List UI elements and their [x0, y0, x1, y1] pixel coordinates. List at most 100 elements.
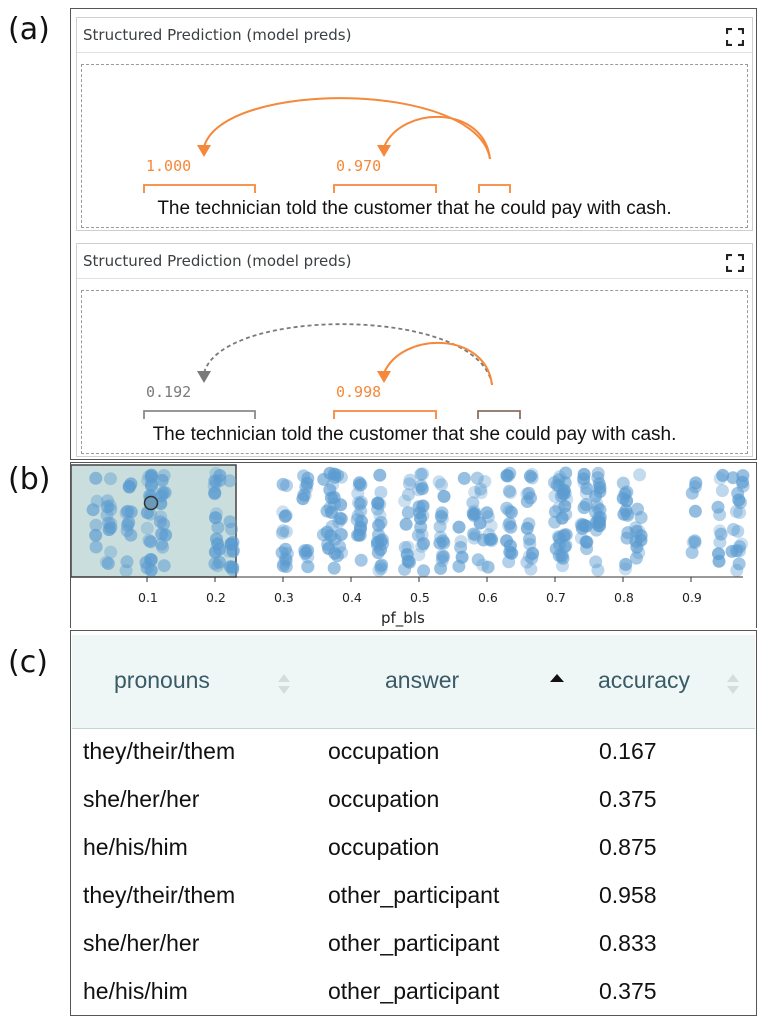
scatter-point	[157, 517, 171, 531]
scatter-point	[276, 505, 290, 519]
scatter-point	[468, 485, 482, 499]
scatter-point	[417, 537, 430, 551]
scatter-point	[688, 534, 702, 548]
scatter-point	[159, 528, 173, 542]
scatter-point	[414, 467, 428, 481]
scatter-point	[122, 516, 136, 529]
prediction-canvas: 1.000 0.970 The technician told the cust…	[81, 64, 748, 228]
scatter-point	[100, 500, 114, 514]
scatter-point	[354, 553, 368, 567]
table-row[interactable]: she/her/her occupation 0.375	[71, 778, 756, 826]
scatter-point	[474, 482, 488, 496]
selected-point	[143, 495, 159, 511]
structured-prediction-frame: Structured Prediction (model preds) 1.00…	[70, 8, 757, 460]
scatter-point	[213, 469, 227, 482]
sort-icon[interactable]	[726, 671, 740, 697]
scatter-point	[401, 540, 415, 554]
scatter-point	[208, 487, 222, 501]
scatter-point	[354, 478, 368, 492]
scatter-point	[556, 559, 569, 573]
scatter-point	[579, 498, 593, 511]
scatter-point	[276, 477, 290, 491]
scatter-point	[500, 469, 514, 483]
sort-icon[interactable]	[277, 671, 291, 697]
arc-he-to-customer	[383, 116, 491, 160]
panel-label-c: (c)	[8, 645, 48, 680]
scatter-point	[500, 534, 514, 548]
scatter-point	[104, 517, 118, 530]
scatter-point	[276, 524, 290, 538]
scatter-point	[101, 494, 115, 508]
scatter-point	[89, 540, 103, 554]
scatter-point	[144, 470, 158, 484]
module-title: Structured Prediction (model preds)	[83, 26, 352, 44]
scatter-point	[500, 501, 514, 515]
sort-ascending-icon[interactable]	[550, 671, 564, 697]
cell-pronouns: he/his/him	[83, 978, 188, 1004]
scatter-point	[331, 468, 345, 482]
structured-prediction-module-2: Structured Prediction (model preds) 0.19…	[76, 243, 753, 457]
table-row[interactable]: he/his/him other_participant 0.375	[71, 970, 756, 1018]
cell-accuracy: 0.833	[599, 930, 657, 956]
scatter-point	[224, 560, 237, 574]
module-header: Structured Prediction (model preds)	[77, 244, 752, 279]
span-bracket-customer	[333, 410, 437, 419]
scatter-point	[579, 535, 593, 549]
scatter-point	[398, 494, 412, 508]
scatter-point	[279, 525, 293, 539]
cell-answer: occupation	[328, 834, 440, 860]
scatter-point	[372, 528, 385, 542]
col-header-accuracy[interactable]: accuracy	[598, 667, 691, 693]
scatter-point	[505, 546, 519, 560]
scatter-point	[333, 540, 347, 554]
scatter-point	[454, 541, 468, 554]
table-row[interactable]: she/her/her other_participant 0.833	[71, 922, 756, 970]
scatter-point	[275, 526, 289, 540]
scatter-point	[278, 509, 292, 523]
scatter-point	[633, 468, 647, 482]
scatter-point	[399, 517, 413, 531]
scatter-point	[213, 473, 227, 487]
cell-answer: other_participant	[328, 882, 500, 908]
scatter-point	[471, 553, 485, 567]
table-row[interactable]: they/their/them occupation 0.167	[71, 730, 756, 778]
scatter-point	[89, 518, 103, 532]
scatter-point	[520, 521, 534, 535]
scatter-point	[558, 499, 572, 513]
scatter-point	[523, 532, 536, 546]
scatter-point	[371, 502, 385, 516]
scatter-point	[526, 546, 540, 560]
scatter-point	[333, 511, 347, 525]
score-customer: 0.998	[336, 383, 382, 401]
col-header-answer[interactable]: answer	[385, 667, 460, 693]
scatter-point	[353, 497, 367, 511]
scatter-point	[433, 520, 447, 534]
scatter-point	[374, 515, 388, 529]
col-header-pronouns[interactable]: pronouns	[114, 667, 210, 693]
scatter-point	[454, 535, 468, 548]
scatter-point	[617, 507, 631, 521]
sentence-text: The technician told the customer that sh…	[152, 424, 677, 445]
scatter-point	[334, 528, 348, 541]
scatter-point	[504, 486, 517, 500]
scatter-point	[736, 475, 749, 489]
scatter-plot[interactable]	[71, 463, 755, 583]
scatter-point	[209, 507, 223, 521]
scatter-point	[620, 485, 634, 499]
scatter-point	[416, 509, 430, 523]
expand-icon[interactable]	[726, 254, 744, 272]
scatter-point	[559, 528, 573, 542]
scatter-point	[324, 491, 338, 505]
expand-icon[interactable]	[726, 28, 744, 46]
scatter-point	[732, 544, 746, 558]
cell-answer: other_participant	[328, 930, 500, 956]
scatter-point	[436, 534, 450, 548]
table-row[interactable]: he/his/him occupation 0.875	[71, 826, 756, 874]
scatter-point	[716, 468, 730, 482]
scatter-point	[223, 474, 237, 488]
scatter-point	[733, 540, 747, 554]
table-row[interactable]: they/their/them other_participant 0.958	[71, 874, 756, 922]
scatter-point	[714, 527, 728, 541]
score-technician: 1.000	[146, 157, 192, 175]
scatter-point	[156, 540, 170, 554]
